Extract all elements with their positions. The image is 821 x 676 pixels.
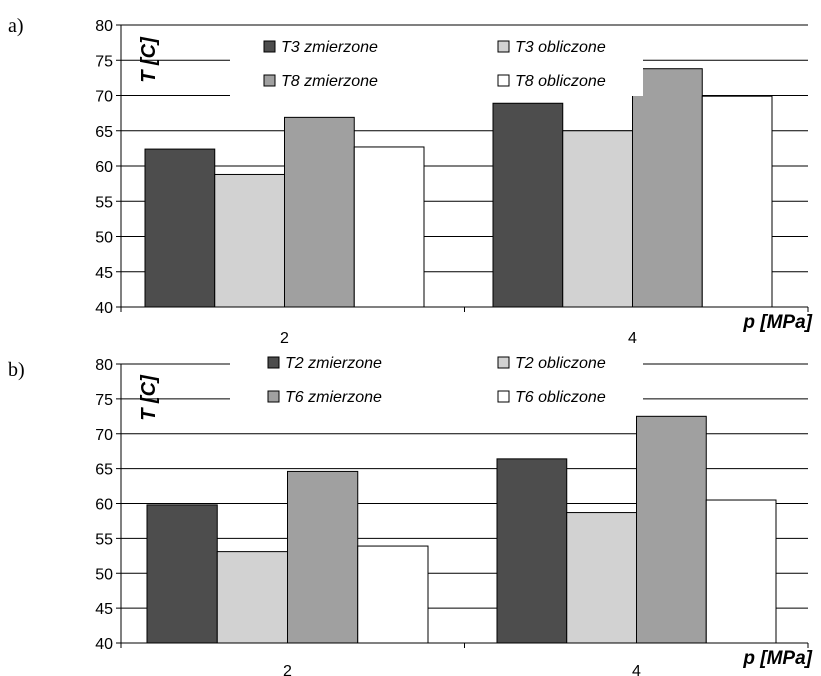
legend-label: T6 obliczone <box>515 389 606 406</box>
bar <box>214 173 285 308</box>
bar <box>287 470 359 644</box>
chart-panel-a: 40 45 50 55 60 65 70 75 80 2 4 T3 zmierzone T3 oblic… <box>8 15 813 347</box>
y-tick-label: 65 <box>95 462 113 479</box>
panel-label: a) <box>8 15 24 37</box>
y-tick-label: 65 <box>95 124 113 141</box>
x-axis-title: p [MPa] <box>742 312 812 333</box>
bar <box>357 545 429 644</box>
legend-label: T8 obliczone <box>515 73 606 90</box>
legend-swatch <box>267 390 280 403</box>
legend-background <box>230 354 643 412</box>
y-tick-label: 45 <box>95 265 113 282</box>
legend-swatch <box>497 40 510 53</box>
bar <box>705 499 777 644</box>
bar <box>353 146 425 308</box>
bar <box>146 504 218 644</box>
legend-label: T2 obliczone <box>515 355 606 372</box>
y-tick-label: 70 <box>95 89 113 106</box>
legend-label: T3 obliczone <box>515 39 606 56</box>
bar <box>566 512 637 644</box>
bar <box>636 415 707 644</box>
y-tick-label: 75 <box>95 53 113 70</box>
legend-swatch <box>497 356 510 369</box>
y-tick-label: 80 <box>95 18 113 35</box>
bar <box>562 130 633 308</box>
bar <box>284 116 355 308</box>
y-axis-title: T [C] <box>138 36 160 83</box>
x-tick-label: 2 <box>283 663 292 676</box>
legend-swatch <box>263 40 276 53</box>
y-tick-label: 70 <box>95 427 113 444</box>
bar <box>144 148 216 308</box>
y-tick-label: 75 <box>95 392 113 409</box>
y-tick-label: 40 <box>95 300 113 317</box>
y-tick-label: 55 <box>95 194 113 211</box>
y-tick-label: 50 <box>95 566 113 583</box>
y-axis-title: T [C] <box>138 374 160 421</box>
y-tick-label: 45 <box>95 601 113 618</box>
y-tick-label: 60 <box>95 159 113 176</box>
panel-label: b) <box>8 359 25 381</box>
legend-swatch <box>263 74 276 87</box>
bar <box>701 95 773 308</box>
x-tick-label: 4 <box>632 663 641 676</box>
legend-label: T6 zmierzone <box>285 389 382 406</box>
bar <box>496 458 568 644</box>
y-tick-label: 40 <box>95 636 113 653</box>
y-tick-label: 50 <box>95 230 113 247</box>
x-tick-label: 2 <box>280 330 289 347</box>
y-tick-label: 80 <box>95 357 113 374</box>
legend-swatch <box>497 390 510 403</box>
x-tick-label: 4 <box>628 330 637 347</box>
bar <box>632 68 703 308</box>
legend-label: T8 zmierzone <box>281 73 378 90</box>
legend-label: T2 zmierzone <box>285 355 382 372</box>
legend-swatch <box>267 356 280 369</box>
legend-label: T3 zmierzone <box>281 39 378 56</box>
y-tick-label: 60 <box>95 497 113 514</box>
bar <box>492 102 564 308</box>
bar <box>216 551 288 644</box>
legend-background <box>230 38 643 96</box>
legend-swatch <box>497 74 510 87</box>
chart-panel-b: 40 45 50 55 60 65 70 75 80 2 4 T2 zmierzone T2 oblic… <box>8 354 813 676</box>
x-axis-title: p [MPa] <box>742 648 812 669</box>
y-tick-label: 55 <box>95 531 113 548</box>
